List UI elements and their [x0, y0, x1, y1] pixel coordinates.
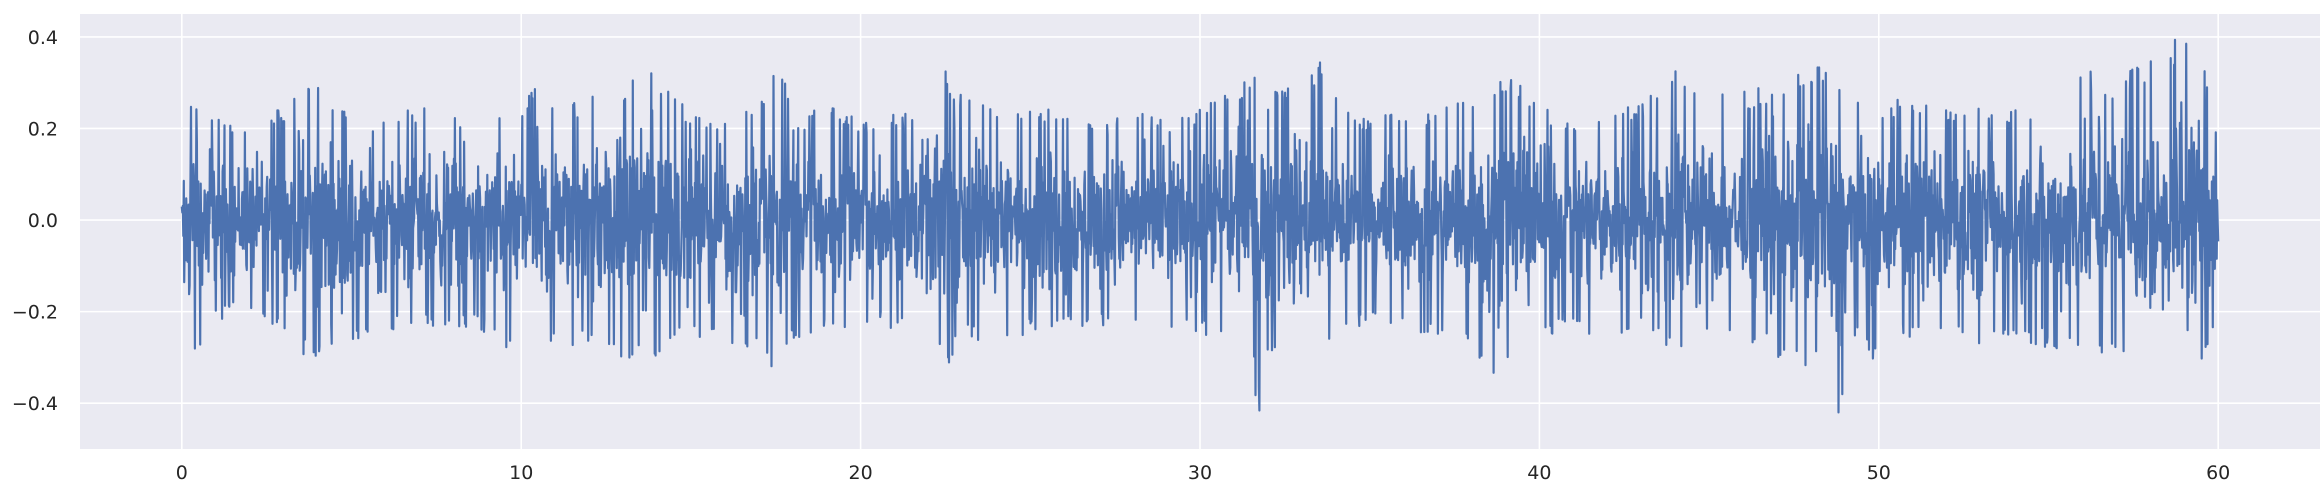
y-tick-label: 0.2 — [28, 118, 58, 140]
x-tick-label: 0 — [176, 462, 188, 484]
x-axis-ticks: 0 10 20 30 40 50 60 — [176, 462, 2231, 484]
x-tick-label: 50 — [1867, 462, 1891, 484]
series-layer — [180, 38, 2220, 414]
x-tick-label: 20 — [849, 462, 873, 484]
signal-line — [180, 38, 2220, 414]
y-tick-label: −0.4 — [12, 393, 58, 415]
y-tick-label: 0.0 — [28, 210, 58, 232]
y-tick-label: −0.2 — [12, 302, 58, 324]
x-tick-label: 40 — [1527, 462, 1551, 484]
x-tick-label: 30 — [1188, 462, 1212, 484]
x-tick-label: 10 — [509, 462, 533, 484]
y-axis-ticks: −0.4 −0.2 0.0 0.2 0.4 — [12, 27, 58, 415]
y-tick-label: 0.4 — [28, 27, 58, 49]
x-tick-label: 60 — [2206, 462, 2230, 484]
